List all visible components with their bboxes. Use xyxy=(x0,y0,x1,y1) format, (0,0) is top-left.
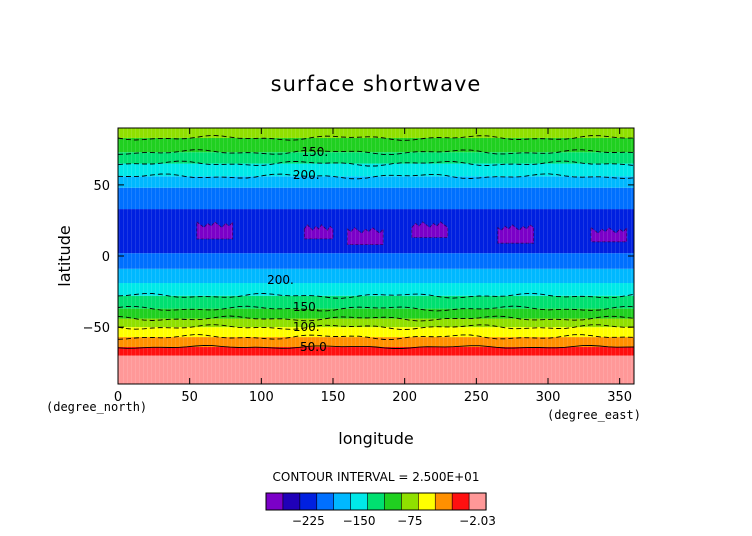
colorbar-tick-label: −225 xyxy=(292,514,325,528)
colorbar-swatch xyxy=(316,492,335,511)
y-tick-label: 0 xyxy=(102,250,110,265)
colorbar-swatch xyxy=(367,492,386,511)
colorbar-labels: −225 −150 −75 −2.03 xyxy=(292,514,496,528)
x-tick-label: 300 xyxy=(536,390,561,405)
contour-label: 150. xyxy=(301,145,328,159)
colorbar-swatch xyxy=(333,492,352,511)
colorbar-swatch xyxy=(418,492,436,511)
chart-title: surface shortwave xyxy=(271,72,482,96)
contour-line xyxy=(118,134,634,141)
contour-line xyxy=(118,173,634,180)
contour-line xyxy=(118,305,634,312)
y-tick-label: −50 xyxy=(83,321,110,336)
contour-label: 200. xyxy=(267,273,294,287)
colorbar-tick-label: −150 xyxy=(343,514,376,528)
y-axis-label: latitude xyxy=(55,225,74,286)
colorbar-swatch xyxy=(401,492,419,511)
contour-line xyxy=(118,160,634,167)
contour-line xyxy=(118,149,634,156)
contour-label: 100. xyxy=(293,320,320,334)
x-tick-label: 250 xyxy=(464,390,489,405)
x-tick-label: 150 xyxy=(321,390,346,405)
contour-label: 150. xyxy=(293,300,320,314)
colorbar xyxy=(265,492,487,511)
y-axis-ticks: −50 0 50 xyxy=(83,179,634,336)
contour-line xyxy=(118,324,634,331)
contour-interval-text: CONTOUR INTERVAL = 2.500E+01 xyxy=(273,470,480,484)
contour-line xyxy=(118,344,634,349)
colorbar-tick-label: −2.03 xyxy=(459,514,496,528)
colorbar-swatch xyxy=(451,492,470,511)
colorbar-swatch xyxy=(468,492,487,511)
contour-labels: 150. 200. 200. 150. 100. 50.0 xyxy=(267,145,328,354)
colorbar-tick-label: −75 xyxy=(397,514,422,528)
colorbar-swatch xyxy=(434,492,453,511)
x-axis-unit: (degree_east) xyxy=(547,408,641,422)
x-tick-label: 350 xyxy=(607,390,632,405)
texture-overlay xyxy=(118,128,634,384)
contour-lines xyxy=(118,134,634,349)
contour-label: 200. xyxy=(293,168,320,182)
contour-label: 50.0 xyxy=(300,340,327,354)
contour-line xyxy=(118,334,634,340)
y-axis-unit: (degree_north) xyxy=(46,400,147,414)
colorbar-swatch xyxy=(384,492,402,511)
x-tick-label: 200 xyxy=(392,390,417,405)
x-axis-ticks: 0 50 100 150 200 250 300 350 xyxy=(114,128,632,405)
x-axis-label: longitude xyxy=(338,429,413,448)
colorbar-swatch xyxy=(350,492,369,511)
colorbar-swatch xyxy=(282,492,301,511)
colorbar-frame xyxy=(265,492,487,511)
contour-line xyxy=(118,292,634,299)
x-tick-label: 50 xyxy=(181,390,198,405)
x-tick-label: 0 xyxy=(114,390,122,405)
colorbar-swatch xyxy=(299,492,318,511)
y-tick-label: 50 xyxy=(93,179,110,194)
contour-line xyxy=(118,315,634,322)
colorbar-swatch xyxy=(265,492,284,511)
x-tick-label: 100 xyxy=(249,390,274,405)
